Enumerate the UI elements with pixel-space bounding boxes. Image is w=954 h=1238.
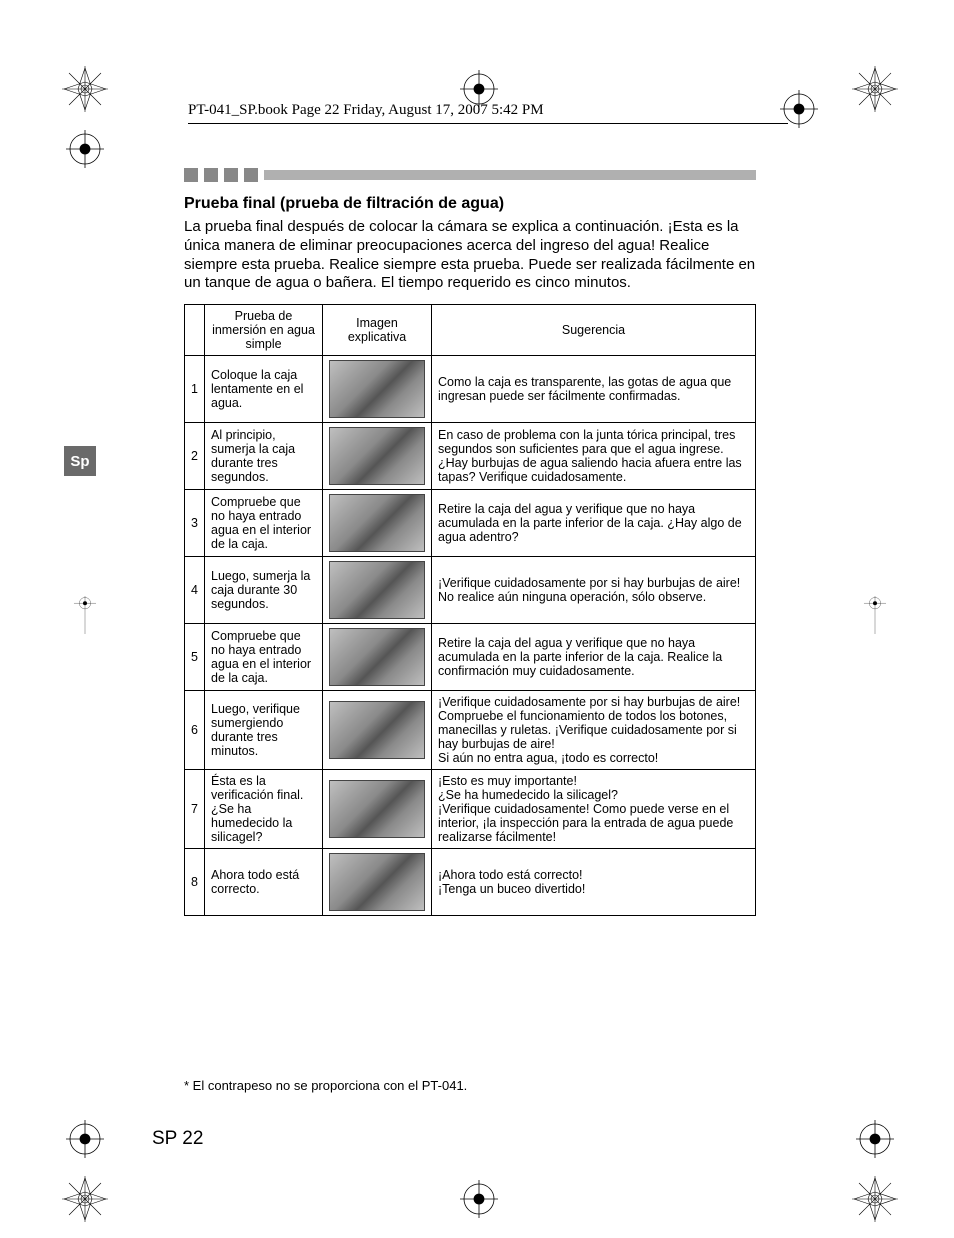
row-number: 6 [185,691,205,770]
language-tab: Sp [64,446,96,476]
row-image-cell [323,356,432,423]
step-thumbnail [329,780,425,838]
table-row: 3Compruebe que no haya entrado agua en e… [185,490,756,557]
table-header-row: Prueba de inmersión en agua simple Image… [185,305,756,356]
row-number: 3 [185,490,205,557]
test-steps-table: Prueba de inmersión en agua simple Image… [184,304,756,916]
row-image-cell [323,624,432,691]
row-image-cell [323,849,432,916]
reg-mark-bottom [460,1180,498,1218]
row-step: Compruebe que no haya entrado agua en el… [205,490,323,557]
step-thumbnail [329,628,425,686]
page-number: SP 22 [152,1128,203,1150]
row-suggestion: ¡Verifique cuidadosamente por si hay bur… [432,691,756,770]
row-step: Ahora todo está correcto. [205,849,323,916]
row-image-cell [323,770,432,849]
accent-square [224,168,238,182]
row-step: Luego, sumerja la caja durante 30 segund… [205,557,323,624]
row-suggestion: Retire la caja del agua y verifique que … [432,490,756,557]
reg-mark-left [66,596,104,634]
intro-paragraph: La prueba final después de colocar la cá… [184,218,756,293]
table-row: 5Compruebe que no haya entrado agua en e… [185,624,756,691]
accent-square [244,168,258,182]
row-step: Ésta es la verificación final. ¿Se ha hu… [205,770,323,849]
reg-mark-right [856,596,894,634]
reg-mark-right-bottom [856,1120,894,1158]
table-row: 6Luego, verifique sumergiendo durante tr… [185,691,756,770]
row-image-cell [323,557,432,624]
table-row: 8Ahora todo está correcto. ¡Ahora todo es… [185,849,756,916]
col-header-step: Prueba de inmersión en agua simple [205,305,323,356]
row-suggestion: En caso de problema con la junta tórica … [432,423,756,490]
step-thumbnail [329,427,425,485]
accent-square [204,168,218,182]
table-row: 7Ésta es la verificación final. ¿Se ha h… [185,770,756,849]
col-header-num [185,305,205,356]
row-number: 8 [185,849,205,916]
row-number: 1 [185,356,205,423]
reg-mark-left-top [66,130,104,168]
page-header: PT-041_SP.book Page 22 Friday, August 17… [188,102,788,124]
table-row: 1Coloque la caja lentamente en el agua. C… [185,356,756,423]
section-bar [264,170,756,180]
step-thumbnail [329,561,425,619]
row-step: Coloque la caja lentamente en el agua. [205,356,323,423]
row-suggestion: Como la caja es transparente, las gotas … [432,356,756,423]
row-step: Compruebe que no haya entrado agua en el… [205,624,323,691]
crop-mark-tr [852,66,898,112]
row-suggestion: ¡Ahora todo está correcto! ¡Tenga un buc… [432,849,756,916]
crop-mark-tl [62,66,108,112]
row-number: 5 [185,624,205,691]
step-thumbnail [329,853,425,911]
step-thumbnail [329,701,425,759]
row-image-cell [323,423,432,490]
col-header-sug: Sugerencia [432,305,756,356]
footnote: * El contrapeso no se proporciona con el… [184,1078,467,1093]
row-suggestion: Retire la caja del agua y verifique que … [432,624,756,691]
row-image-cell [323,490,432,557]
table-row: 4Luego, sumerja la caja durante 30 segun… [185,557,756,624]
section-title: Prueba final (prueba de filtración de ag… [184,195,504,213]
row-number: 4 [185,557,205,624]
row-suggestion: ¡Esto es muy importante! ¿Se ha humedeci… [432,770,756,849]
row-step: Luego, verifique sumergiendo durante tre… [205,691,323,770]
step-thumbnail [329,494,425,552]
step-thumbnail [329,360,425,418]
table-row: 2Al principio, sumerja la caja durante t… [185,423,756,490]
row-image-cell [323,691,432,770]
crop-mark-br [852,1176,898,1222]
row-suggestion: ¡Verifique cuidadosamente por si hay bur… [432,557,756,624]
row-number: 2 [185,423,205,490]
col-header-img: Imagen explicativa [323,305,432,356]
reg-mark-left-bottom [66,1120,104,1158]
row-number: 7 [185,770,205,849]
row-step: Al principio, sumerja la caja durante tr… [205,423,323,490]
accent-square [184,168,198,182]
crop-mark-bl [62,1176,108,1222]
